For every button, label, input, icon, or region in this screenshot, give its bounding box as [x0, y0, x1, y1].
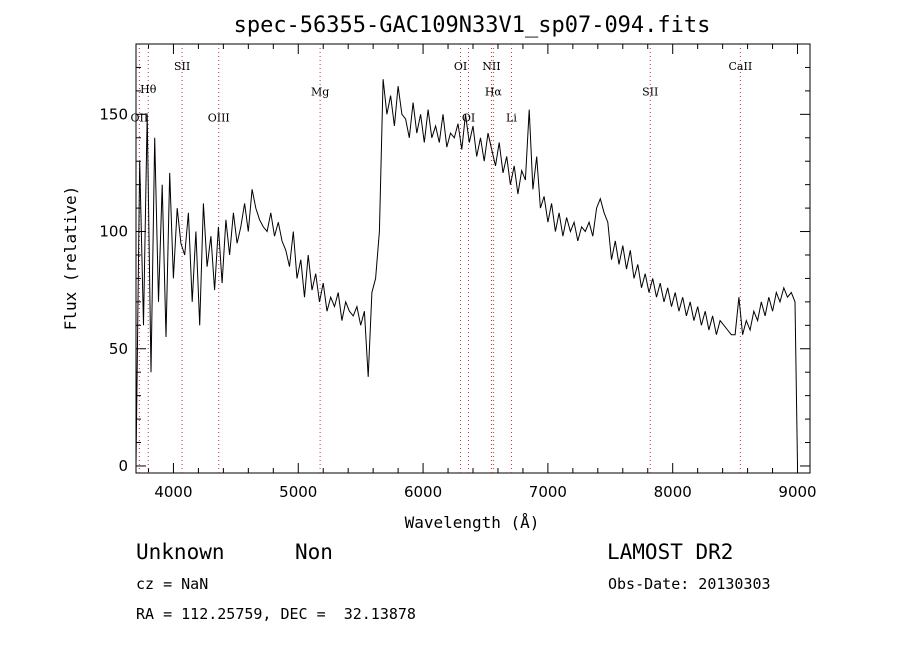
spectral-line-label: SII — [642, 86, 658, 99]
plot-area: 4000 5000 6000 7000 8000 9000 0 50 100 150 OII Hθ S… — [99, 43, 817, 501]
y-tick-label: 100 — [99, 223, 128, 241]
chart-title: spec-56355-GAC109N33V1_sp07-094.fits — [234, 13, 711, 38]
spectral-line-label: Hα — [485, 86, 503, 99]
spectral-line-label: NII — [482, 60, 500, 73]
x-tick-label: 4000 — [154, 483, 192, 501]
y-axis-label: Flux (relative) — [61, 186, 80, 331]
spectral-line-label: OIII — [208, 111, 230, 124]
x-tick-label: 9000 — [778, 483, 816, 501]
x-axis-label: Wavelength (Å) — [405, 513, 540, 532]
spectral-line-label: Hθ — [140, 83, 157, 96]
y-tick-label: 50 — [109, 340, 128, 358]
x-tick-label: 5000 — [279, 483, 317, 501]
class-label: Unknown — [136, 540, 225, 564]
spectral-line-label: Mg — [311, 86, 329, 99]
spectral-line-label: Li — [506, 111, 517, 124]
y-tick-label: 150 — [99, 105, 128, 123]
redshift-label: cz = NaN — [136, 575, 209, 593]
x-tick-label: 8000 — [654, 483, 692, 501]
spectral-line-label: OII — [131, 111, 149, 124]
spectral-line-label: SII — [174, 60, 190, 73]
survey-label: LAMOST DR2 — [607, 540, 734, 564]
spectrum-series-line — [135, 79, 798, 467]
obs-date-label: Obs-Date: 20130303 — [608, 575, 771, 593]
coordinates-label: RA = 112.25759, DEC = 32.13878 — [136, 605, 416, 623]
x-tick-label: 7000 — [529, 483, 567, 501]
x-tick-label: 6000 — [404, 483, 442, 501]
spectral-line-label: OI — [454, 60, 467, 73]
subclass-label: Non — [295, 540, 333, 564]
spectral-line-label: OI — [462, 111, 475, 124]
spectral-line-label: CaII — [729, 60, 753, 73]
plot-frame — [135, 43, 811, 474]
y-tick-label: 0 — [118, 457, 128, 475]
